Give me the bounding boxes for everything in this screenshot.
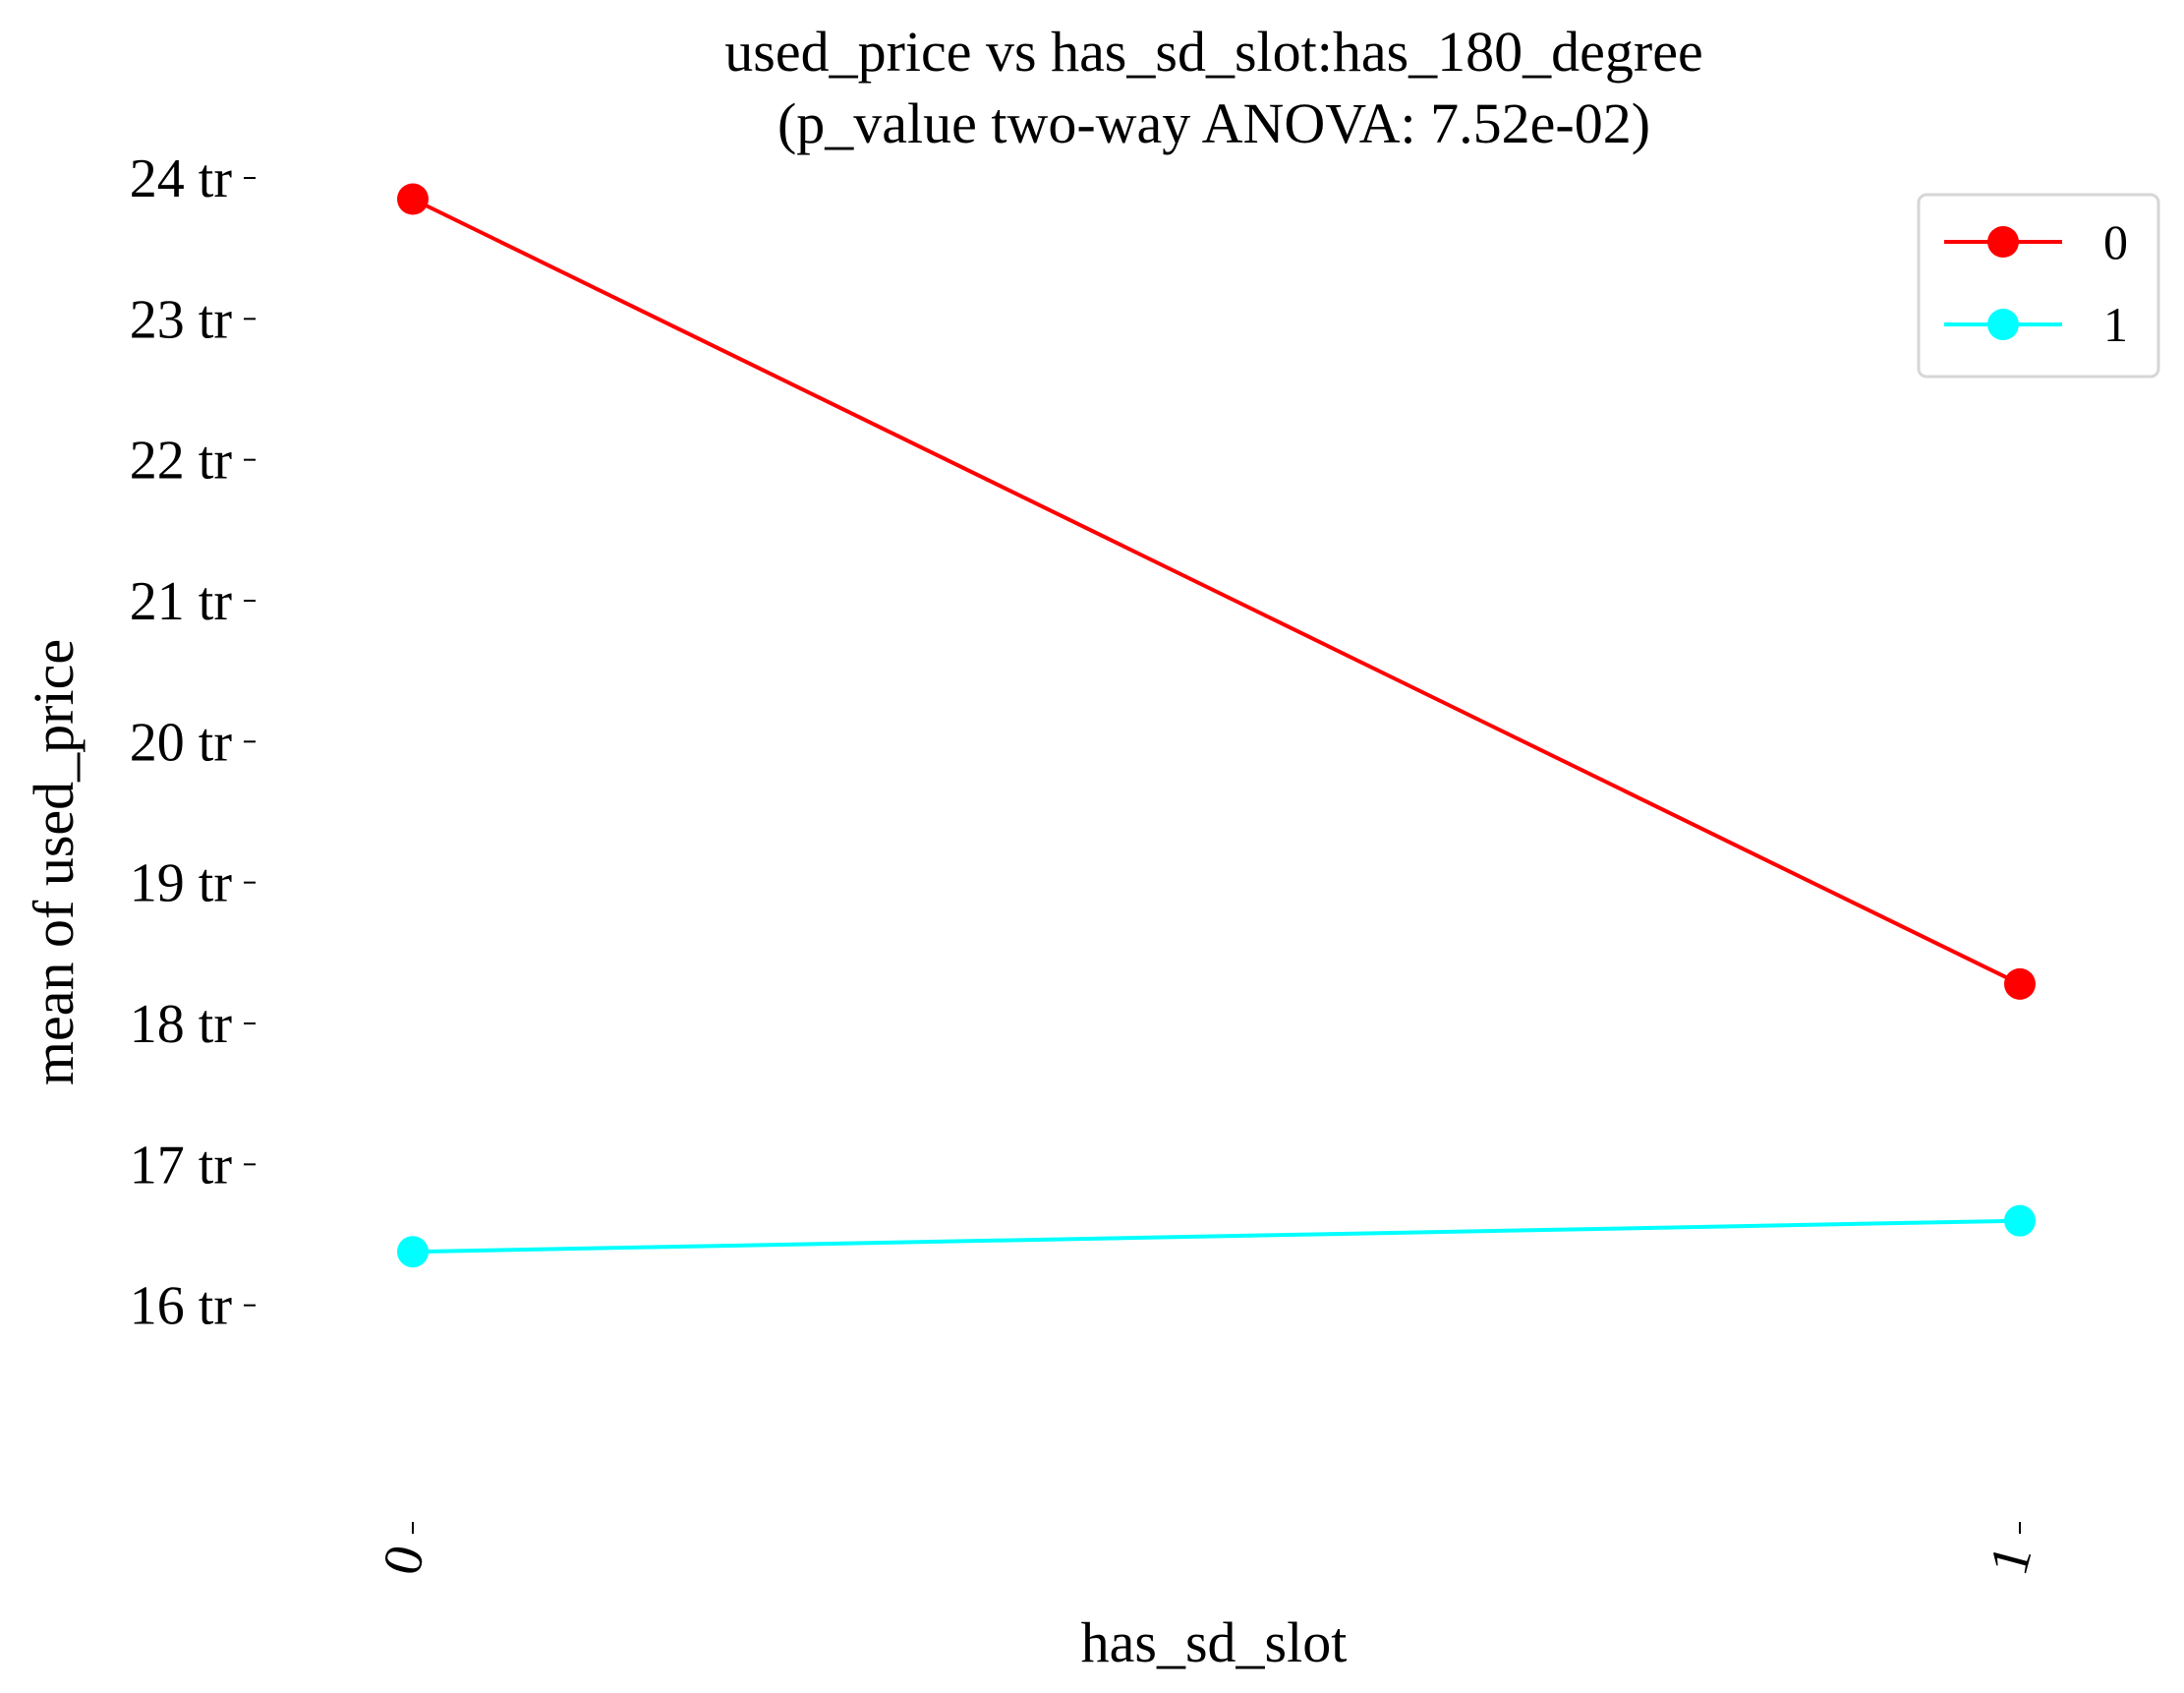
y-axis-label: mean of used_price: [22, 639, 86, 1085]
y-axis: 16 tr 17 tr 18 tr 19 tr 20 tr 21 tr 22 tr 23 tr…: [130, 148, 256, 1337]
y-tick-label: 24 tr: [130, 148, 233, 209]
legend-marker: [1987, 309, 2019, 340]
y-tick-label: 22 tr: [130, 431, 233, 492]
chart-title: used_price vs has_sd_slot:has_180_degree: [724, 20, 1702, 84]
x-tick-label: 1: [1978, 1539, 2043, 1581]
y-tick-label: 21 tr: [130, 571, 233, 632]
legend-marker: [1987, 226, 2019, 258]
series-layer: [397, 183, 2036, 1268]
y-tick-label: 19 tr: [130, 853, 233, 914]
series-1-point: [2004, 1204, 2036, 1237]
y-tick-label: 20 tr: [130, 712, 233, 773]
y-tick-label: 16 tr: [130, 1276, 233, 1337]
legend-label: 1: [2103, 297, 2128, 352]
y-tick-label: 18 tr: [130, 994, 233, 1055]
chart-subtitle: (p_value two-way ANOVA: 7.52e-02): [777, 91, 1650, 155]
series-0-point: [397, 183, 429, 215]
legend: 01: [1917, 193, 2160, 379]
series-0-point: [2004, 967, 2036, 1000]
series-1-line: [412, 1218, 2021, 1255]
x-axis-label: has_sd_slot: [1081, 1610, 1348, 1674]
y-tick-label: 17 tr: [130, 1135, 233, 1196]
y-tick-label: 23 tr: [130, 289, 233, 350]
legend-label: 0: [2103, 214, 2128, 269]
series-0-line: [412, 197, 2021, 986]
x-tick-label: 0: [371, 1539, 436, 1581]
series-1-point: [397, 1236, 429, 1268]
